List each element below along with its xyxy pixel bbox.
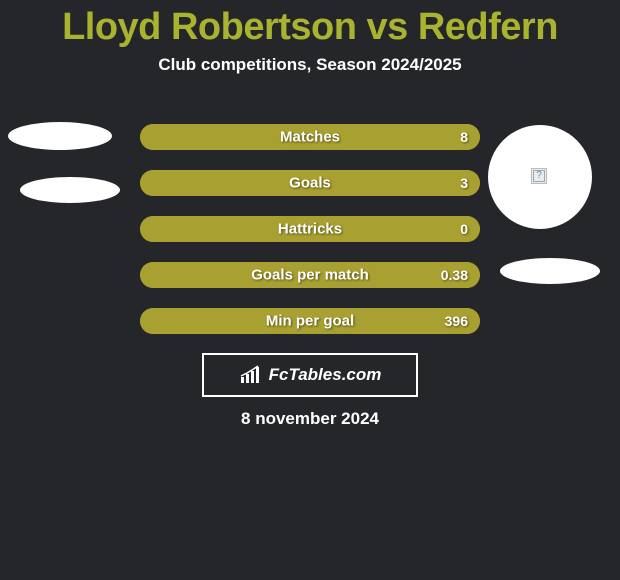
player2-name: Redfern	[418, 6, 558, 48]
stat-bar-label: Matches	[280, 129, 340, 146]
stat-bar-row: Goals per match 0.38	[140, 262, 480, 288]
stat-bar-label: Hattricks	[278, 221, 342, 238]
stat-bar-value: 396	[445, 313, 468, 329]
left-ellipse-1	[8, 122, 112, 150]
player1-name: Lloyd Robertson	[62, 6, 356, 48]
vs-text: vs	[356, 6, 417, 48]
right-ellipse	[500, 258, 600, 284]
stat-bar-value: 3	[460, 175, 468, 191]
stat-bar-value: 0	[460, 221, 468, 237]
stat-bar-row: Matches 8	[140, 124, 480, 150]
stat-bar-value: 0.38	[441, 267, 468, 283]
stat-bar-row: Hattricks 0	[140, 216, 480, 242]
comparison-title: Lloyd Robertson vs Redfern	[0, 0, 620, 49]
brand-chart-icon	[239, 365, 265, 385]
subtitle: Club competitions, Season 2024/2025	[0, 55, 620, 75]
brand-box: FcTables.com	[202, 353, 418, 397]
stat-bar-row: Goals 3	[140, 170, 480, 196]
stat-bar-label: Min per goal	[266, 313, 354, 330]
stat-bar-value: 8	[460, 129, 468, 145]
stat-bar-label: Goals	[289, 175, 331, 192]
missing-image-icon: ?	[533, 170, 545, 182]
stat-bar-label: Goals per match	[251, 267, 369, 284]
footer-date: 8 november 2024	[0, 409, 620, 429]
stat-bar-row: Min per goal 396	[140, 308, 480, 334]
player-photo-placeholder: ?	[531, 168, 547, 184]
brand-text: FcTables.com	[269, 365, 382, 385]
left-ellipse-2	[20, 177, 120, 203]
stat-bars: Matches 8 Goals 3 Hattricks 0 Goals per match 0…	[140, 124, 480, 354]
